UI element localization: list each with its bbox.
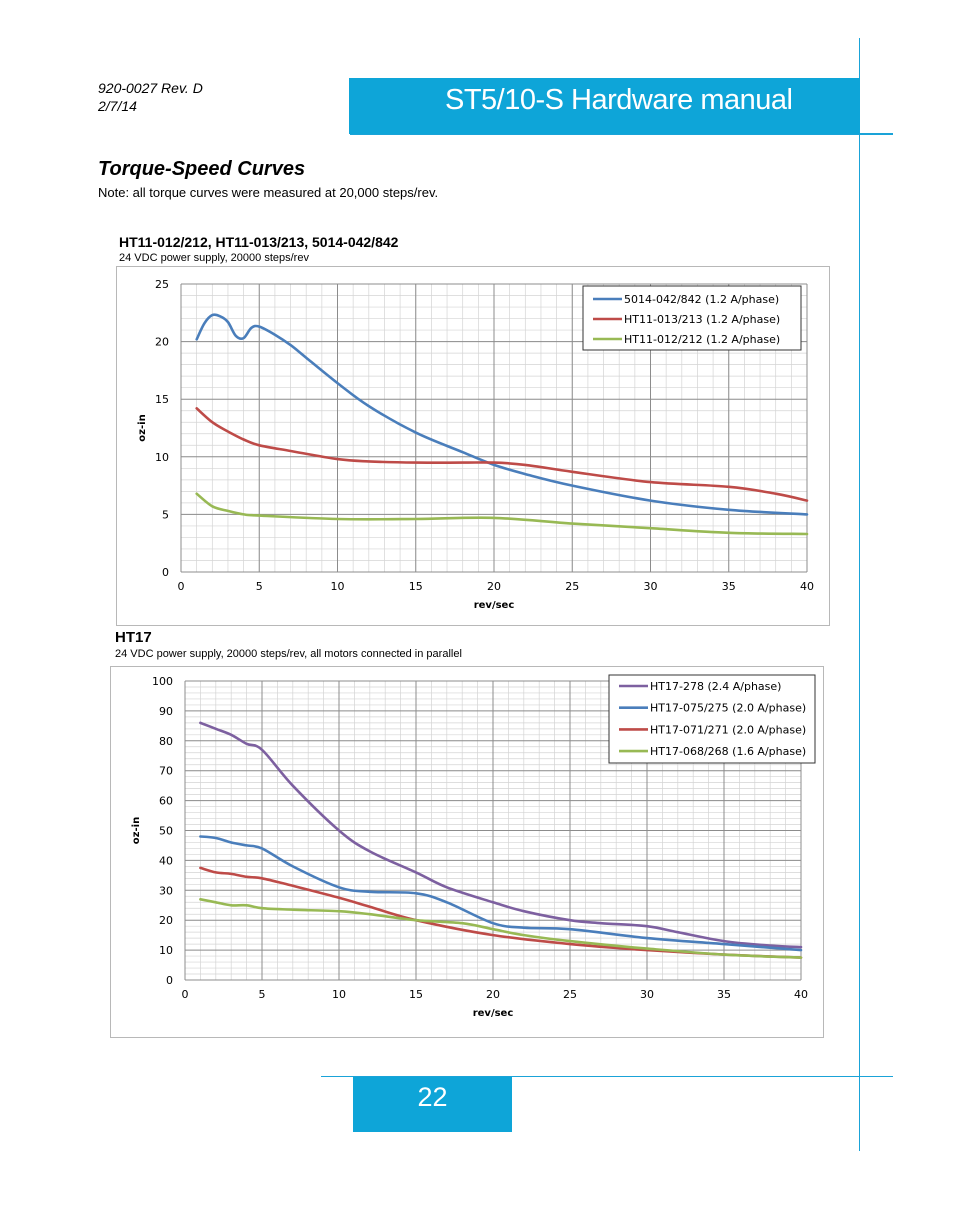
x-axis-label: rev/sec bbox=[473, 1008, 514, 1019]
document-id: 920-0027 Rev. D 2/7/14 bbox=[98, 79, 203, 115]
y-tick-label: 30 bbox=[159, 884, 173, 897]
x-tick-label: 10 bbox=[332, 988, 346, 1001]
legend-label: HT17-075/275 (2.0 A/phase) bbox=[650, 702, 806, 715]
y-tick-label: 20 bbox=[155, 336, 169, 349]
chart2-frame: 0 5 10 15 20 25 30 35 40 0 10 20 30 40 50 60 70 80 90 100 re… bbox=[110, 666, 824, 1038]
y-tick-label: 10 bbox=[155, 451, 169, 464]
legend-label: HT11-013/213 (1.2 A/phase) bbox=[624, 313, 780, 326]
y-tick-label: 100 bbox=[152, 675, 173, 688]
legend-label: HT17-071/271 (2.0 A/phase) bbox=[650, 723, 806, 736]
chart2-svg: 0 5 10 15 20 25 30 35 40 0 10 20 30 40 50 60 70 80 90 100 re… bbox=[131, 674, 816, 1019]
manual-title: ST5/10-S Hardware manual bbox=[445, 84, 793, 116]
footer-rule bbox=[321, 1076, 893, 1077]
y-tick-label: 90 bbox=[159, 705, 173, 718]
chart1-subtitle: 24 VDC power supply, 20000 steps/rev bbox=[119, 252, 309, 264]
section-note: Note: all torque curves were measured at… bbox=[98, 185, 439, 200]
series-line-2 bbox=[199, 835, 803, 952]
y-tick-label: 80 bbox=[159, 735, 173, 748]
y-tick-label: 20 bbox=[159, 914, 173, 927]
legend-label: HT11-012/212 (1.2 A/phase) bbox=[624, 333, 780, 346]
y-tick-label: 0 bbox=[166, 974, 173, 987]
x-tick-label: 0 bbox=[178, 580, 185, 593]
x-tick-label: 35 bbox=[722, 580, 736, 593]
x-tick-label: 25 bbox=[563, 988, 577, 1001]
y-axis-label: oz-in bbox=[137, 414, 148, 441]
legend-label: 5014-042/842 (1.2 A/phase) bbox=[624, 293, 779, 306]
y-tick-label: 40 bbox=[159, 854, 173, 867]
x-axis-label: rev/sec bbox=[474, 600, 515, 611]
x-tick-label: 15 bbox=[409, 988, 423, 1001]
series-line-4 bbox=[199, 898, 803, 959]
x-tick-label: 10 bbox=[331, 580, 345, 593]
page-number: 22 bbox=[417, 1082, 448, 1112]
x-tick-label: 40 bbox=[794, 988, 808, 1001]
series-line-2 bbox=[195, 407, 809, 502]
y-tick-label: 25 bbox=[155, 278, 169, 291]
series-line-3 bbox=[195, 492, 809, 536]
y-tick-label: 5 bbox=[162, 508, 169, 521]
page-number-box: 22 bbox=[353, 1077, 512, 1132]
header-title-banner: ST5/10-S Hardware manual bbox=[349, 78, 860, 134]
y-tick-label: 60 bbox=[159, 795, 173, 808]
x-tick-label: 15 bbox=[409, 580, 423, 593]
doc-number: 920-0027 Rev. D bbox=[98, 80, 203, 96]
series-line-1 bbox=[199, 721, 803, 949]
y-tick-label: 15 bbox=[155, 393, 169, 406]
chart2-subtitle: 24 VDC power supply, 20000 steps/rev, al… bbox=[115, 648, 462, 660]
x-tick-label: 30 bbox=[640, 988, 654, 1001]
legend-box bbox=[608, 674, 816, 764]
series-line-1 bbox=[195, 313, 809, 516]
x-tick-label: 25 bbox=[565, 580, 579, 593]
legend-label: HT17-068/268 (1.6 A/phase) bbox=[650, 745, 806, 758]
series-line-3 bbox=[199, 866, 803, 959]
x-tick-label: 35 bbox=[717, 988, 731, 1001]
x-tick-label: 20 bbox=[486, 988, 500, 1001]
legend-label: HT17-278 (2.4 A/phase) bbox=[650, 680, 781, 693]
chart1-svg: 0 5 10 15 20 25 30 35 40 0 5 10 15 20 25 rev/sec oz-in 50… bbox=[137, 278, 814, 611]
right-margin-rule bbox=[859, 38, 860, 1151]
x-tick-label: 5 bbox=[256, 580, 263, 593]
chart1-title: HT11-012/212, HT11-013/213, 5014-042/842 bbox=[119, 234, 399, 250]
x-tick-label: 0 bbox=[182, 988, 189, 1001]
x-tick-label: 5 bbox=[259, 988, 266, 1001]
y-tick-label: 50 bbox=[159, 825, 173, 838]
doc-date: 2/7/14 bbox=[98, 98, 137, 114]
header-rule bbox=[350, 133, 893, 135]
x-tick-label: 20 bbox=[487, 580, 501, 593]
y-tick-label: 0 bbox=[162, 566, 169, 579]
chart2-title: HT17 bbox=[115, 629, 152, 646]
y-tick-label: 10 bbox=[159, 944, 173, 957]
y-axis-label: oz-in bbox=[131, 817, 142, 844]
section-title: Torque-Speed Curves bbox=[98, 158, 306, 180]
x-tick-label: 30 bbox=[644, 580, 658, 593]
chart1-frame: 0 5 10 15 20 25 30 35 40 0 5 10 15 20 25 rev/sec oz-in 50… bbox=[116, 266, 830, 626]
x-tick-label: 40 bbox=[800, 580, 814, 593]
y-tick-label: 70 bbox=[159, 765, 173, 778]
